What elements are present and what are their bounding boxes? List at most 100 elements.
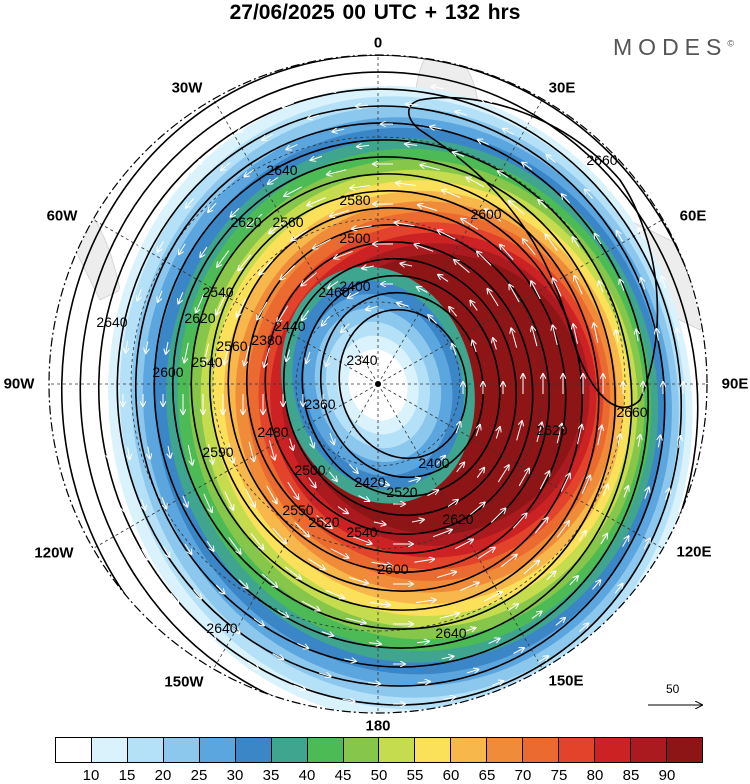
wind-vector xyxy=(679,436,681,448)
wind-vector xyxy=(244,169,255,177)
height-contour xyxy=(301,274,501,498)
wind-vector xyxy=(597,426,602,446)
contour-label-group: 2480 xyxy=(257,424,288,440)
colorbar-tick-label: 20 xyxy=(154,767,172,784)
wind-vector xyxy=(346,617,365,623)
wind-vector xyxy=(228,537,241,553)
lon-label-90e: 90E xyxy=(721,375,749,393)
wind-vector xyxy=(417,682,430,683)
wind-vector xyxy=(592,580,601,590)
wind-vector xyxy=(366,306,378,309)
wind-vector xyxy=(337,506,348,514)
lon-label-0: 0 xyxy=(373,34,383,52)
wind-vector xyxy=(532,327,538,347)
wind-vector xyxy=(331,89,343,91)
height-contour xyxy=(171,156,617,630)
wind-vector xyxy=(397,303,409,306)
wind-vector xyxy=(490,508,505,523)
wind-vector xyxy=(120,499,124,511)
colorbar-swatch xyxy=(343,738,380,762)
wind-vector xyxy=(377,482,389,485)
contour-label-group: 2520 xyxy=(386,484,417,500)
wind-vector xyxy=(400,264,413,266)
wind-vector xyxy=(186,198,194,208)
wind-vector xyxy=(555,618,565,626)
wind-vector xyxy=(595,234,602,245)
wind-vector xyxy=(396,183,416,186)
wind-vector xyxy=(488,289,499,307)
wind-vector xyxy=(427,490,438,497)
height-contour xyxy=(338,308,468,460)
contour-label: 2500 xyxy=(294,462,325,478)
wind-vector xyxy=(460,583,478,591)
contour-label-group: 2620 xyxy=(536,422,567,438)
wind-vector xyxy=(307,197,326,206)
wind-vector xyxy=(272,528,286,543)
wind-vector xyxy=(247,213,263,227)
wind-vector xyxy=(237,298,247,317)
wind-vector xyxy=(416,641,429,642)
contour-label: 2360 xyxy=(304,396,335,412)
contour-label-group: 2590 xyxy=(202,444,233,460)
contour-label-group: 2600 xyxy=(152,364,183,380)
colorbar-swatch xyxy=(271,738,308,762)
wind-vector xyxy=(466,177,485,188)
meridian-line xyxy=(377,219,664,385)
contour-label: 2400 xyxy=(339,278,370,294)
wind-vector xyxy=(455,422,460,434)
contour-label: 2440 xyxy=(274,318,305,334)
wind-vector xyxy=(623,486,628,498)
contour-label-group: 2580 xyxy=(339,192,370,208)
wind-vector xyxy=(492,681,503,686)
wind-vector xyxy=(107,447,109,460)
wind-vector xyxy=(166,341,168,354)
wind-vector xyxy=(287,481,299,499)
wind-vector xyxy=(170,592,178,602)
wind-vector xyxy=(306,351,310,363)
wind-vector xyxy=(215,584,224,594)
contour-label: 2640 xyxy=(266,162,297,178)
contour-label-group: 2540 xyxy=(202,284,233,300)
wind-vector xyxy=(158,290,163,302)
contour-label: 2540 xyxy=(191,354,222,370)
wind-vector xyxy=(297,642,308,648)
wind-vector xyxy=(163,546,169,557)
colorbar-tick-label: 45 xyxy=(334,767,352,784)
wind-vector xyxy=(322,315,330,325)
colorbar-swatch xyxy=(91,738,128,762)
colorbar-swatch xyxy=(451,738,488,762)
wind-vector xyxy=(553,325,558,345)
contour-label: 2660 xyxy=(616,404,647,420)
wind-vector xyxy=(572,237,580,248)
wind-vector xyxy=(352,226,372,229)
contour-label: 2520 xyxy=(308,514,339,530)
contour-label: 2560 xyxy=(272,214,303,230)
contour-label: 2640 xyxy=(435,625,466,641)
wind-vector xyxy=(286,349,290,361)
contour-label: 2500 xyxy=(339,230,370,246)
contour-label: 2400 xyxy=(418,455,449,471)
wind-vector xyxy=(523,561,539,575)
wind-vector xyxy=(179,243,186,254)
wind-vector xyxy=(537,656,548,663)
contour-label: 2600 xyxy=(377,561,408,577)
wind-vector xyxy=(470,301,478,311)
wind-vectors xyxy=(103,84,683,704)
contour-label: 2550 xyxy=(282,502,313,518)
wind-vector xyxy=(439,613,459,619)
contour-label-group: 2640 xyxy=(206,620,237,636)
lon-label-30w: 30W xyxy=(171,79,203,97)
contour-label-group: 2380 xyxy=(251,332,282,348)
wind-vector xyxy=(206,631,216,639)
wind-vector xyxy=(356,105,369,106)
wind-vector xyxy=(352,536,372,544)
wind-vector xyxy=(638,435,640,447)
contour-label: 2560 xyxy=(216,338,247,354)
contour-label: 2620 xyxy=(184,310,215,326)
colorbar-tick-label: 10 xyxy=(82,767,100,784)
colorbar-tick-label: 50 xyxy=(370,767,388,784)
wind-vector xyxy=(602,485,608,496)
height-contour xyxy=(190,173,600,611)
